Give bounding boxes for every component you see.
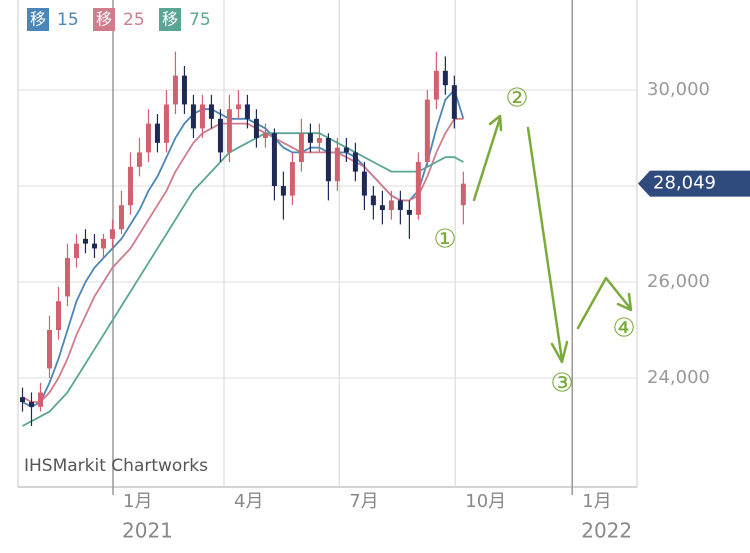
legend-badge: [27, 8, 49, 31]
arrow-head: [616, 292, 633, 312]
candle-body: [199, 104, 205, 129]
candle-body: [190, 104, 196, 129]
candle-body: [460, 183, 466, 206]
hand-drawn-arrows: [472, 114, 633, 364]
candle-body: [424, 99, 430, 163]
x-tick-label: 1月: [123, 491, 152, 512]
candle-body: [208, 104, 214, 119]
candle-body: [19, 397, 25, 403]
y-tick-label: 24,000: [647, 367, 710, 388]
year-label: 2022: [581, 519, 632, 543]
candle-body: [442, 70, 448, 86]
last-price-tag: [638, 170, 750, 197]
legend-badge-text: 移: [96, 10, 112, 29]
legend-label: 75: [189, 10, 211, 30]
candle-body: [181, 75, 187, 105]
annotation: ③: [550, 369, 573, 399]
candle-body: [307, 133, 313, 143]
candle-body: [100, 238, 106, 249]
candle-body: [64, 258, 70, 297]
candle-body: [55, 301, 61, 331]
candle-body: [370, 195, 376, 206]
candle-body: [433, 70, 439, 100]
candle-body: [217, 118, 223, 153]
legend-badge: [159, 8, 181, 31]
candle-body: [343, 147, 349, 153]
candle-body: [46, 330, 52, 369]
candle-body: [235, 104, 241, 110]
candle-body: [145, 123, 151, 153]
candle-body: [298, 133, 304, 163]
candle-body: [262, 133, 268, 139]
candle-body: [415, 162, 421, 215]
candle-body: [451, 85, 457, 119]
legend-badge-text: 移: [162, 10, 178, 29]
annotation: ④: [612, 314, 635, 344]
candle-body: [163, 104, 169, 143]
legend-badge: [93, 8, 115, 31]
candle-body: [109, 229, 115, 239]
candle-body: [388, 200, 394, 211]
arrow: [472, 116, 502, 202]
candle-body: [271, 133, 277, 187]
last-price-label: 28,049: [653, 173, 716, 194]
candle-body: [226, 109, 232, 153]
arrow-head: [550, 340, 569, 364]
year-label: 2021: [122, 519, 173, 543]
candle-body: [136, 152, 142, 167]
candle-body: [82, 238, 88, 244]
ma-line: [22, 132, 464, 427]
candle-body: [37, 392, 43, 407]
watermark: IHSMarkit Chartworks: [24, 456, 208, 476]
legend-label: 15: [57, 10, 79, 30]
candle-body: [91, 243, 97, 249]
candle-body: [280, 186, 286, 196]
x-tick-label: 10月: [465, 491, 506, 512]
candle-body: [397, 200, 403, 211]
y-tick-label: 26,000: [647, 271, 710, 292]
candle-body: [316, 138, 322, 143]
arrow: [526, 126, 564, 362]
x-tick-label: 1月: [582, 491, 611, 512]
x-tick-label: 7月: [349, 491, 378, 512]
arrow: [576, 276, 632, 330]
candle-body: [334, 147, 340, 182]
ma-line: [22, 117, 464, 403]
candle-body: [361, 171, 367, 196]
arrow-head: [488, 114, 503, 132]
candle-body: [118, 205, 124, 230]
candle-body: [325, 138, 331, 182]
candle-body: [289, 162, 295, 196]
candle-body: [379, 205, 385, 211]
annotation: ②: [505, 84, 528, 114]
candle-body: [28, 402, 34, 407]
candle-body: [253, 118, 259, 139]
legend-badge-text: 移: [30, 10, 46, 29]
candle-body: [154, 123, 160, 143]
candle-body: [172, 75, 178, 105]
candle-body: [244, 104, 250, 119]
annotation: ①: [433, 225, 456, 255]
y-tick-label: 30,000: [647, 79, 710, 100]
candle-body: [127, 166, 133, 206]
x-tick-label: 4月: [234, 491, 263, 512]
candle-body: [352, 152, 358, 172]
candle-body: [406, 210, 412, 215]
candle-body: [73, 243, 79, 259]
legend-label: 25: [123, 10, 145, 30]
